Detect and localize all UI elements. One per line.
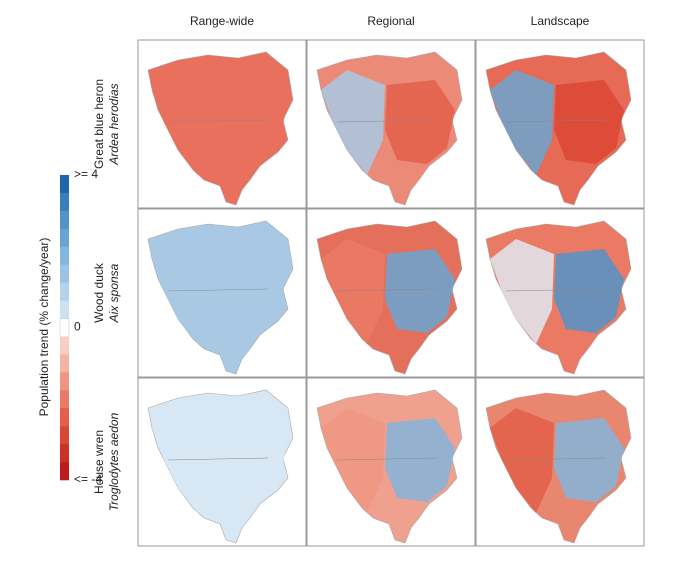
map-region xyxy=(321,239,385,344)
colorbar-swatch xyxy=(60,282,69,301)
map-region xyxy=(321,70,385,175)
row-label: House wren xyxy=(92,430,106,494)
colorbar-swatch xyxy=(60,300,69,319)
map-border xyxy=(505,119,607,123)
map-region xyxy=(490,408,554,513)
colorbar-swatch xyxy=(60,462,69,481)
map-region xyxy=(554,249,624,333)
map-border xyxy=(167,288,269,292)
map-region xyxy=(385,418,455,502)
colorbar-swatch xyxy=(60,444,69,463)
colorbar-swatch xyxy=(60,264,69,283)
colorbar-swatch xyxy=(60,390,69,409)
colorbar-tick-label: <= -4 xyxy=(74,472,102,486)
map-region xyxy=(554,418,624,502)
column-header: Range-wide xyxy=(190,14,254,28)
colorbar-swatch xyxy=(60,372,69,391)
map-region xyxy=(152,239,216,344)
colorbar-tick-label: 0 xyxy=(74,320,81,334)
colorbar-swatch xyxy=(60,228,69,248)
row-label: Wood duck xyxy=(92,262,106,323)
map-region xyxy=(216,249,286,333)
colorbar-swatch xyxy=(60,408,69,427)
colorbar-swatch xyxy=(59,318,70,338)
map-border xyxy=(505,457,607,461)
colorbar-swatch xyxy=(60,336,69,355)
colorbar-swatch xyxy=(60,192,69,212)
row-label-latin: Troglodytes aedon xyxy=(107,412,121,511)
row-label-latin: Ardea herodias xyxy=(107,83,121,165)
map-border xyxy=(336,119,438,123)
colorbar-swatch xyxy=(60,354,69,373)
row-label: Great blue heron xyxy=(92,79,106,169)
colorbar-swatch xyxy=(60,210,69,230)
colorbar-tick-label: >= 4 xyxy=(74,167,98,181)
map-region xyxy=(385,80,455,164)
map-border xyxy=(167,119,269,123)
map-border xyxy=(336,288,438,292)
map-region xyxy=(216,80,286,164)
colorbar-swatch xyxy=(60,175,69,194)
map-region xyxy=(490,70,554,175)
map-region xyxy=(385,249,455,333)
colorbar-swatch xyxy=(60,246,69,266)
map-region xyxy=(152,408,216,513)
colorbar-swatch xyxy=(60,426,69,445)
map-region xyxy=(554,80,624,164)
row-label-latin: Aix sponsa xyxy=(107,263,121,323)
colorbar-label: Population trend (% change/year) xyxy=(37,238,51,417)
map-region xyxy=(490,239,554,344)
map-border xyxy=(505,288,607,292)
map-region xyxy=(321,408,385,513)
column-header: Regional xyxy=(367,14,414,28)
map-border xyxy=(336,457,438,461)
map-region xyxy=(216,418,286,502)
map-region xyxy=(152,70,216,175)
column-header: Landscape xyxy=(531,14,590,28)
map-border xyxy=(167,457,269,461)
